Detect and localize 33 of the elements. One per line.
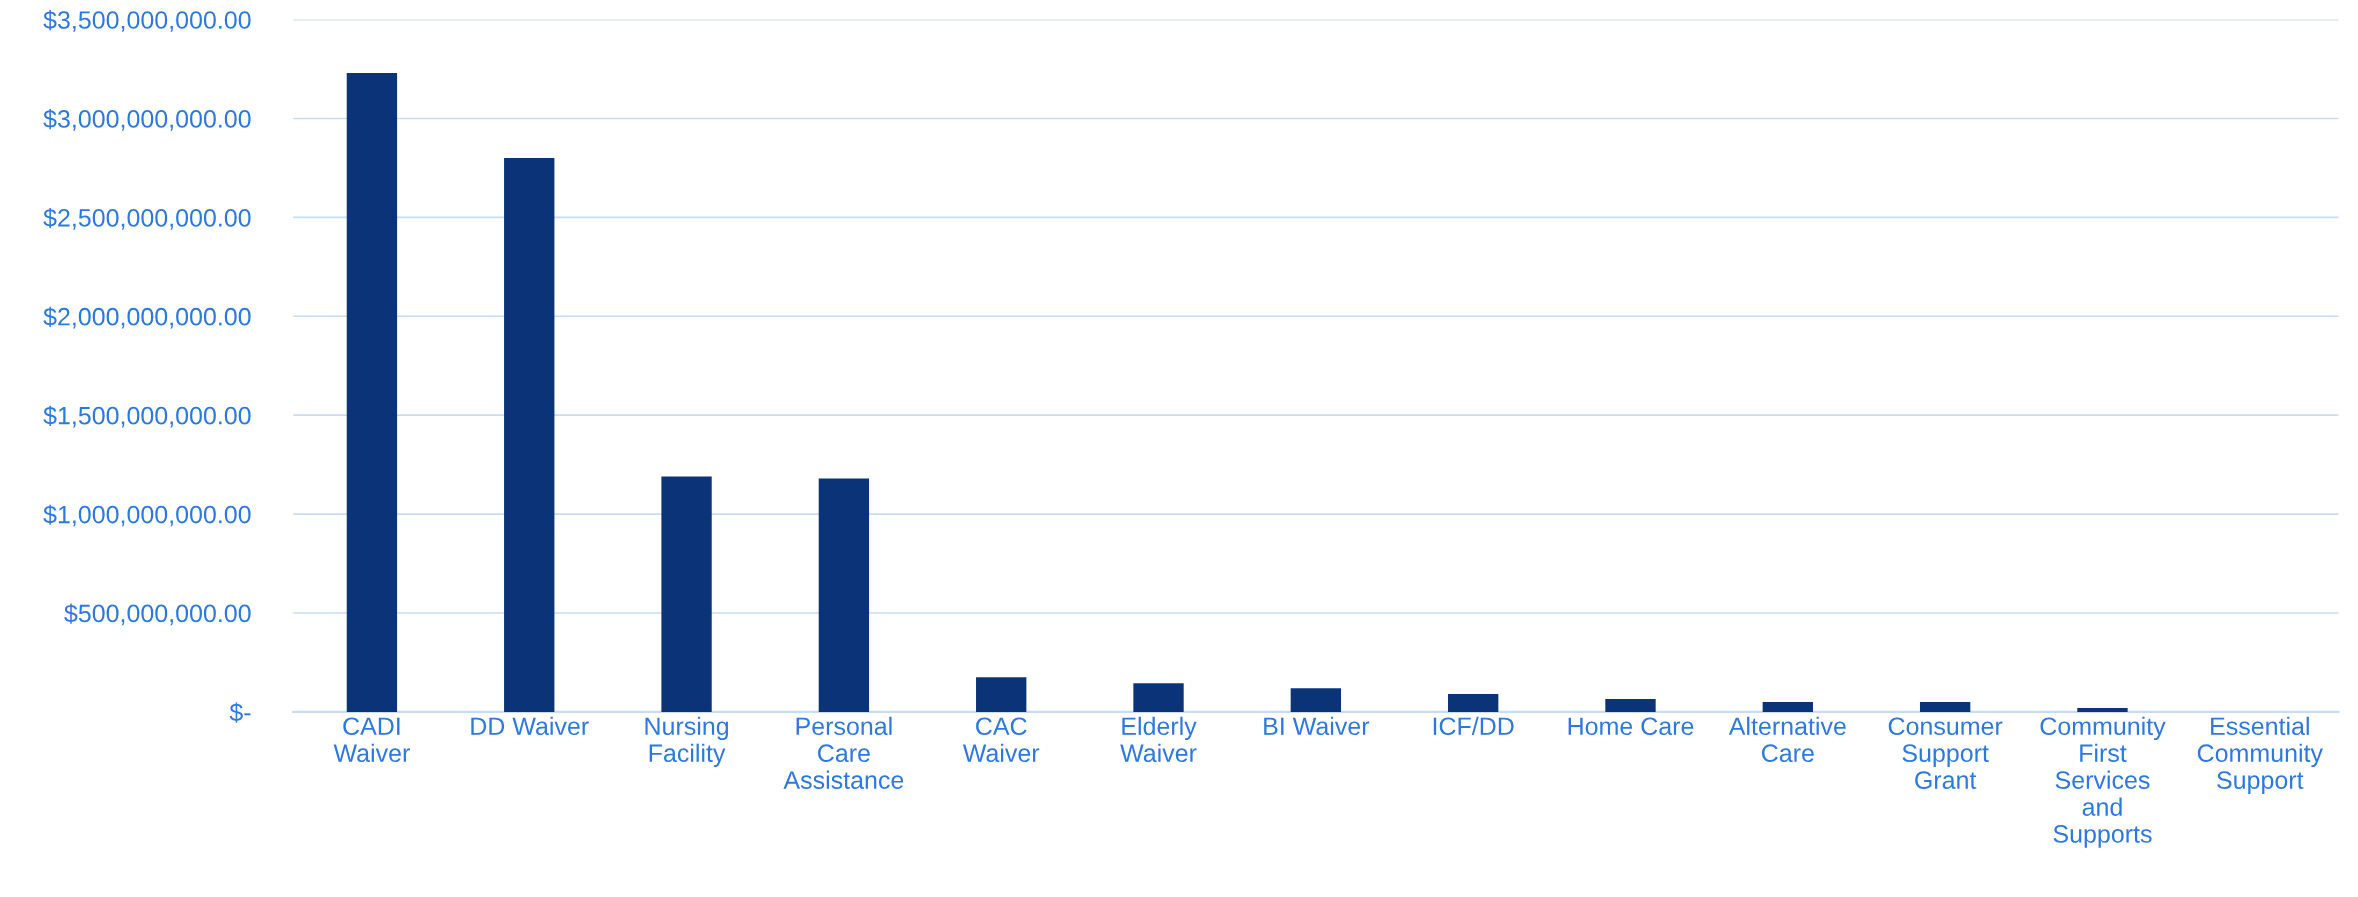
x-tick-label: ICF/DD <box>1433 716 1514 736</box>
bar <box>1762 701 1813 712</box>
y-tick-label: $2,000,000,000.00 <box>43 306 251 329</box>
y-tick-label: $1,000,000,000.00 <box>43 504 251 527</box>
x-tick-label: Consumer Support Grant <box>1888 717 2003 789</box>
bar <box>1919 701 1971 712</box>
bar <box>1605 699 1656 712</box>
y-tick-label: $2,500,000,000.00 <box>43 207 251 230</box>
x-tick-label: Home Care <box>1568 717 1694 736</box>
bar <box>346 72 398 712</box>
x-tick-label: Community First Services and Supports <box>2040 716 2166 848</box>
bar <box>2077 707 2128 712</box>
x-tick-label: Alternative Care <box>1728 716 1846 763</box>
bar <box>504 158 555 712</box>
y-tick-label: $1,500,000,000.00 <box>43 405 251 428</box>
x-tick-label: CAC Waiver <box>962 717 1040 763</box>
x-tick-label: BI Waiver <box>1264 716 1370 736</box>
x-tick-label: Personal Care Assistance <box>783 716 904 789</box>
y-tick-label: $3,500,000,000.00 <box>43 10 251 32</box>
bar <box>661 476 712 712</box>
bar <box>1290 688 1342 712</box>
bar <box>818 478 870 712</box>
bar <box>1133 683 1184 712</box>
x-tick-label: CADI Waiver <box>333 717 410 763</box>
y-tick-label: $- <box>229 702 251 723</box>
x-tick-label: DD Waiver <box>471 716 589 736</box>
y-tick-label: $3,000,000,000.00 <box>43 109 251 131</box>
bar <box>1448 694 1499 712</box>
bar <box>976 677 1027 712</box>
x-tick-label: Essential Community Support <box>2197 716 2323 794</box>
x-tick-label: Nursing Facility <box>645 716 729 767</box>
y-tick-label: $500,000,000.00 <box>64 603 251 626</box>
x-tick-label: Elderly Waiver <box>1120 716 1197 763</box>
